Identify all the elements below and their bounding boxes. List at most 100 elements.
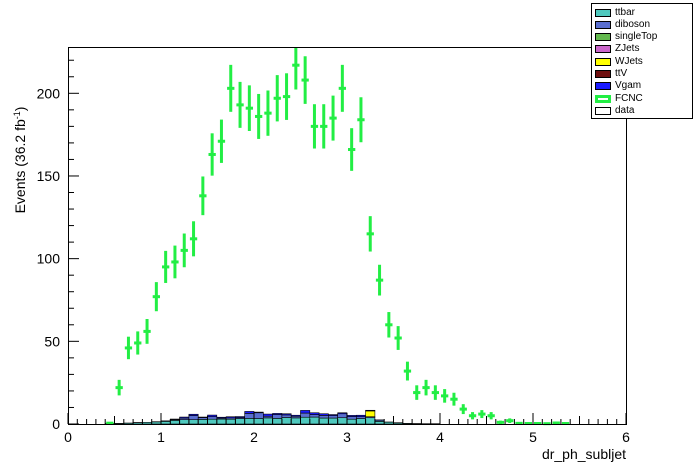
bar-ttbar-2.6 [309, 416, 320, 425]
bar-ttbar-1.0 [160, 421, 171, 425]
legend-swatch [595, 45, 611, 54]
legend-swatch [595, 57, 611, 66]
bar-Vgam-2.3 [281, 413, 292, 416]
bar-Vgam-1.4 [197, 416, 208, 419]
bar-Vgam-2.7 [318, 413, 329, 416]
legend-label: WJets [615, 55, 643, 67]
legend-swatch [595, 70, 611, 78]
bar-diboson-2.7 [318, 415, 329, 419]
bar-ttbar-1.3 [188, 419, 199, 425]
y-axis-label-sup: -1 [12, 111, 22, 119]
bar-Vgam-3.1 [355, 414, 366, 418]
bar-Vgam-1.9 [244, 411, 255, 414]
bar-ttbar-2.9 [337, 417, 348, 425]
legend-swatch [595, 33, 611, 42]
legend-item-vgam: Vgam [595, 81, 641, 92]
y-tick-label: 200 [37, 85, 61, 101]
bar-Vgam-1.5 [207, 414, 218, 418]
legend-swatch [595, 82, 611, 91]
plot-frame [68, 47, 627, 425]
legend-label: FCNC [615, 92, 643, 104]
x-tick-label: 6 [622, 429, 630, 445]
bar-ttbar-2.1 [262, 417, 273, 425]
y-axis-label: Events (36.2 fb-1) [12, 107, 28, 214]
bar-diboson-1.3 [188, 415, 199, 421]
bar-diboson-2.9 [337, 413, 348, 419]
bar-diboson-2.2 [272, 414, 283, 419]
legend-label: ttbar [615, 6, 636, 18]
bar-diboson-2.8 [328, 415, 338, 419]
y-tick-label: 150 [37, 168, 61, 184]
bar-ttbar-0.5 [114, 423, 125, 425]
bar-diboson-1.9 [244, 413, 255, 419]
x-tick-label: 1 [157, 429, 165, 445]
bar-ttbar-1.5 [207, 418, 218, 425]
bar-Vgam-2.5 [300, 410, 311, 414]
legend-item-ttbar: ttbar [595, 7, 635, 18]
legend-swatch [595, 94, 611, 103]
bar-diboson-2.5 [300, 412, 311, 418]
bar-Vgam-1.3 [188, 413, 199, 416]
bar-ttbar-2.4 [290, 417, 301, 425]
bar-ttbar-1.9 [244, 418, 255, 425]
y-tick-label: 100 [37, 251, 61, 267]
bar-Vgam-3.0 [346, 415, 357, 417]
legend-label: ttV [615, 68, 628, 79]
legend-swatch [595, 8, 611, 17]
bar-Vgam-3.2 [365, 409, 376, 412]
bar-Vgam-1.8 [235, 416, 245, 418]
bar-ttbar-0.6 [123, 422, 134, 425]
legend-item-fcnc: FCNC [595, 93, 643, 104]
bar-Vgam-2.6 [309, 412, 320, 415]
legend-item-wjets: WJets [595, 56, 643, 67]
legend-item-zjets: ZJets [595, 44, 639, 55]
x-axis-ticks: 0 1 2 3 4 5 6 [64, 413, 630, 445]
legend-label: ZJets [615, 43, 640, 55]
bar-ttbar-3.0 [346, 418, 357, 425]
bar-ttbar-2.3 [281, 417, 292, 425]
x-tick-label: 3 [343, 429, 351, 445]
x-tick-label: 4 [436, 429, 444, 445]
legend-item-ttv: ttV [595, 69, 627, 80]
bar-Vgam-2.8 [328, 414, 338, 416]
bar-ttbar-1.7 [225, 418, 236, 425]
bar-ttbar-1.4 [197, 419, 208, 425]
bar-ttbar-2.0 [253, 418, 264, 425]
bar-ttbar-2.2 [272, 418, 283, 425]
bar-ttbar-1.1 [170, 420, 180, 425]
bar-ttbar-3.2 [365, 417, 376, 425]
legend: ttbar diboson singleTop ZJets WJets ttV Vgam FC… [591, 3, 693, 119]
fcnc-signal-markers [106, 47, 570, 426]
bar-Vgam-2.2 [272, 413, 283, 415]
x-axis-label: dr_ph_subljet [542, 446, 626, 462]
bar-Vgam-1.7 [225, 416, 236, 419]
bar-ttbar-3.3 [374, 421, 385, 425]
legend-item-data: data [595, 105, 634, 116]
bar-Vgam-2.9 [337, 412, 348, 415]
legend-swatch [595, 106, 611, 115]
x-tick-label: 5 [529, 429, 537, 445]
bar-ttbar-0.8 [142, 422, 152, 425]
bar-ttbar-2.8 [328, 417, 338, 425]
bar-Vgam-1.2 [179, 416, 190, 419]
bar-diboson-2.3 [281, 414, 292, 418]
bar-Vgam-2.0 [253, 411, 264, 414]
bar-ttbar-1.6 [216, 418, 227, 425]
legend-label: singleTop [615, 31, 658, 43]
y-axis-label-main: Events (36.2 fb [12, 119, 28, 213]
bar-Vgam-2.4 [290, 414, 301, 417]
y-tick-label: 50 [44, 333, 60, 349]
legend-item-singletop: singleTop [595, 32, 657, 43]
bar-diboson-1.5 [207, 416, 218, 420]
y-axis-label-close: ) [12, 107, 28, 112]
bar-ttbar-1.8 [235, 418, 245, 425]
bar-ttbar-0.9 [151, 421, 162, 425]
bar-ttbar-2.5 [300, 416, 311, 425]
x-tick-label: 2 [250, 429, 258, 445]
x-tick-label: 0 [64, 429, 72, 445]
legend-item-diboson: diboson [595, 19, 650, 30]
legend-swatch [595, 20, 611, 29]
legend-label: diboson [615, 18, 651, 30]
bar-Vgam-2.1 [262, 413, 273, 417]
